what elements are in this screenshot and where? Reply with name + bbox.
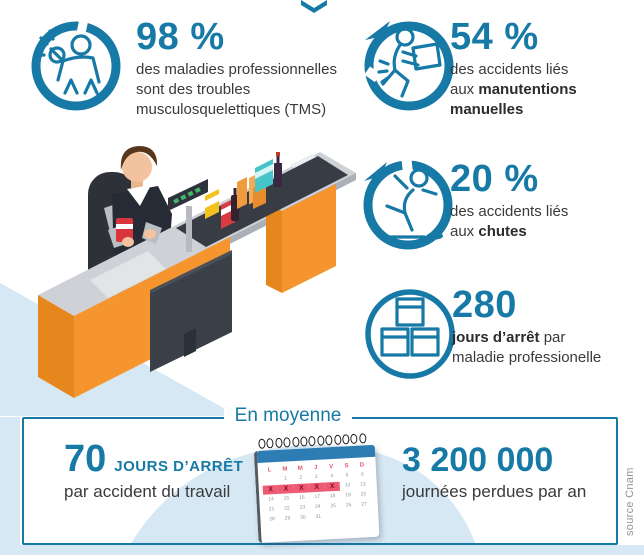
calendar-cell: 19 — [345, 492, 352, 499]
monitor — [150, 250, 232, 372]
shoulder-pain-icon — [31, 18, 121, 111]
calendar-cell: 4 — [330, 473, 334, 480]
spiral-ring — [258, 438, 266, 449]
calendar-cell: 6 — [360, 471, 365, 478]
stat-value: 20 % — [450, 158, 539, 200]
calendar-day-header: V — [329, 464, 334, 471]
calendar-cell: 18 — [329, 492, 336, 500]
calendar-cell — [326, 512, 342, 522]
cashier-checkout-illustration — [38, 146, 356, 398]
calendar-cell: 14 — [268, 496, 275, 503]
calendar-cell: 21 — [268, 506, 275, 513]
calendar-cell: 12 — [344, 482, 351, 489]
spiral-ring — [350, 433, 359, 445]
calendar-day-header: J — [313, 464, 318, 472]
price-display — [168, 179, 208, 252]
spiral-ring — [300, 436, 308, 447]
calendar-day-header: S — [344, 463, 349, 470]
stat-unit: JOURS D’ARRÊT — [114, 458, 244, 475]
calendar-cell: 27 — [361, 501, 367, 508]
spiral-ring — [274, 437, 283, 449]
calendar-cell: 13 — [360, 481, 366, 488]
source-credit: source Cnam — [624, 467, 636, 536]
stat-value: 70 — [64, 438, 107, 480]
stat-value: 280 — [452, 284, 517, 326]
calendar-day-header: M — [297, 465, 304, 472]
spiral-ring — [291, 436, 300, 448]
chevron-down-icon — [301, 0, 327, 13]
stat-tms: 98 % des maladies professionnelles sont … — [136, 16, 346, 120]
calendar-cell: 5 — [345, 472, 349, 479]
calendar-cell: 15 — [283, 495, 290, 502]
stat-description: jours d’arrêt par maladie professionelle — [452, 329, 602, 366]
stat-manutentions: 54 % des accidents liés aux manutentions… — [450, 16, 640, 120]
stat-description: des maladies professionnelles sont des t… — [136, 61, 337, 118]
calendar-cell: 28 — [269, 516, 276, 523]
calendar-cell: 20 — [360, 491, 367, 498]
products — [205, 152, 282, 229]
stat-description: des accidents liés aux chutes — [450, 203, 569, 240]
stat-caption: par accident du travail — [64, 482, 231, 501]
calendar-cell: 24 — [314, 503, 321, 511]
spiral-ring — [342, 434, 350, 445]
stat-accident-travail: 70 JOURS D’ARRÊT par accident du travail — [64, 438, 243, 502]
calendar-day-header: M — [282, 466, 288, 473]
calendar-cell: X — [308, 482, 325, 493]
calendar-cell: 16 — [298, 494, 305, 501]
calendar-grid: L M M J V S D 1 2 3 4 5 6 X X X X X 12 13 14 15 16 17 18 19 20 21 22… — [257, 457, 378, 527]
calendar-cell: 23 — [299, 504, 306, 511]
calendar-cell — [262, 475, 278, 485]
calendar-illustration: L M M J V S D 1 2 3 4 5 6 X X X X X 12 13 14 15 16 17 18 19 20 21 22… — [253, 433, 380, 544]
spiral-ring — [283, 437, 291, 448]
calendar-day-header: L — [267, 467, 272, 474]
average-box-title: En moyenne — [224, 403, 352, 429]
spiral-ring — [316, 435, 325, 446]
spiral-ring — [308, 435, 317, 447]
calendar-day-header: D — [359, 462, 365, 469]
stat-value: 3 200 000 — [402, 441, 554, 479]
spiral-ring — [358, 433, 367, 444]
calendar-cell: 1 — [283, 475, 287, 482]
stat-description: des accidents liés aux manutentions manu… — [450, 61, 577, 118]
calendar-cell: X — [262, 484, 279, 495]
stat-caption: journées perdues par an — [402, 482, 587, 501]
calendar-cell: 31 — [315, 513, 322, 521]
stat-jours-arret: 280 jours d’arrêt par maladie profession… — [452, 284, 642, 368]
calendar-cell: X — [278, 484, 294, 494]
carrying-box-icon — [364, 21, 454, 111]
spiral-ring — [266, 438, 275, 449]
calendar-cell — [357, 510, 373, 520]
spiral-ring — [333, 434, 342, 445]
calendar-cell: 25 — [330, 502, 337, 510]
calendar-cell: X — [293, 483, 310, 494]
slipping-person-icon — [363, 157, 453, 250]
spiral-ring — [325, 435, 333, 446]
stat-journees-perdues: 3 200 000 journées perdues par an — [402, 440, 586, 502]
calendar-cell — [341, 511, 357, 521]
calendar-cell: 17 — [314, 493, 321, 501]
stat-value: 98 % — [136, 16, 225, 58]
cashier-arms — [108, 218, 162, 248]
calendar-cell: 29 — [284, 515, 291, 522]
calendar-cell: 30 — [300, 514, 306, 521]
stacked-boxes-icon — [365, 289, 455, 379]
calendar-card: L M M J V S D 1 2 3 4 5 6 X X X X X 12 13 14 15 16 17 18 19 20 21 22… — [253, 444, 380, 544]
calendar-cell: 26 — [345, 502, 352, 509]
calendar-cell: X — [324, 481, 341, 492]
calendar-cell: 22 — [284, 505, 290, 512]
calendar-cell: 2 — [299, 474, 303, 481]
calendar-cell: 3 — [314, 473, 318, 480]
stat-value: 54 % — [450, 16, 539, 58]
stat-chutes: 20 % des accidents liés aux chutes — [450, 158, 640, 242]
